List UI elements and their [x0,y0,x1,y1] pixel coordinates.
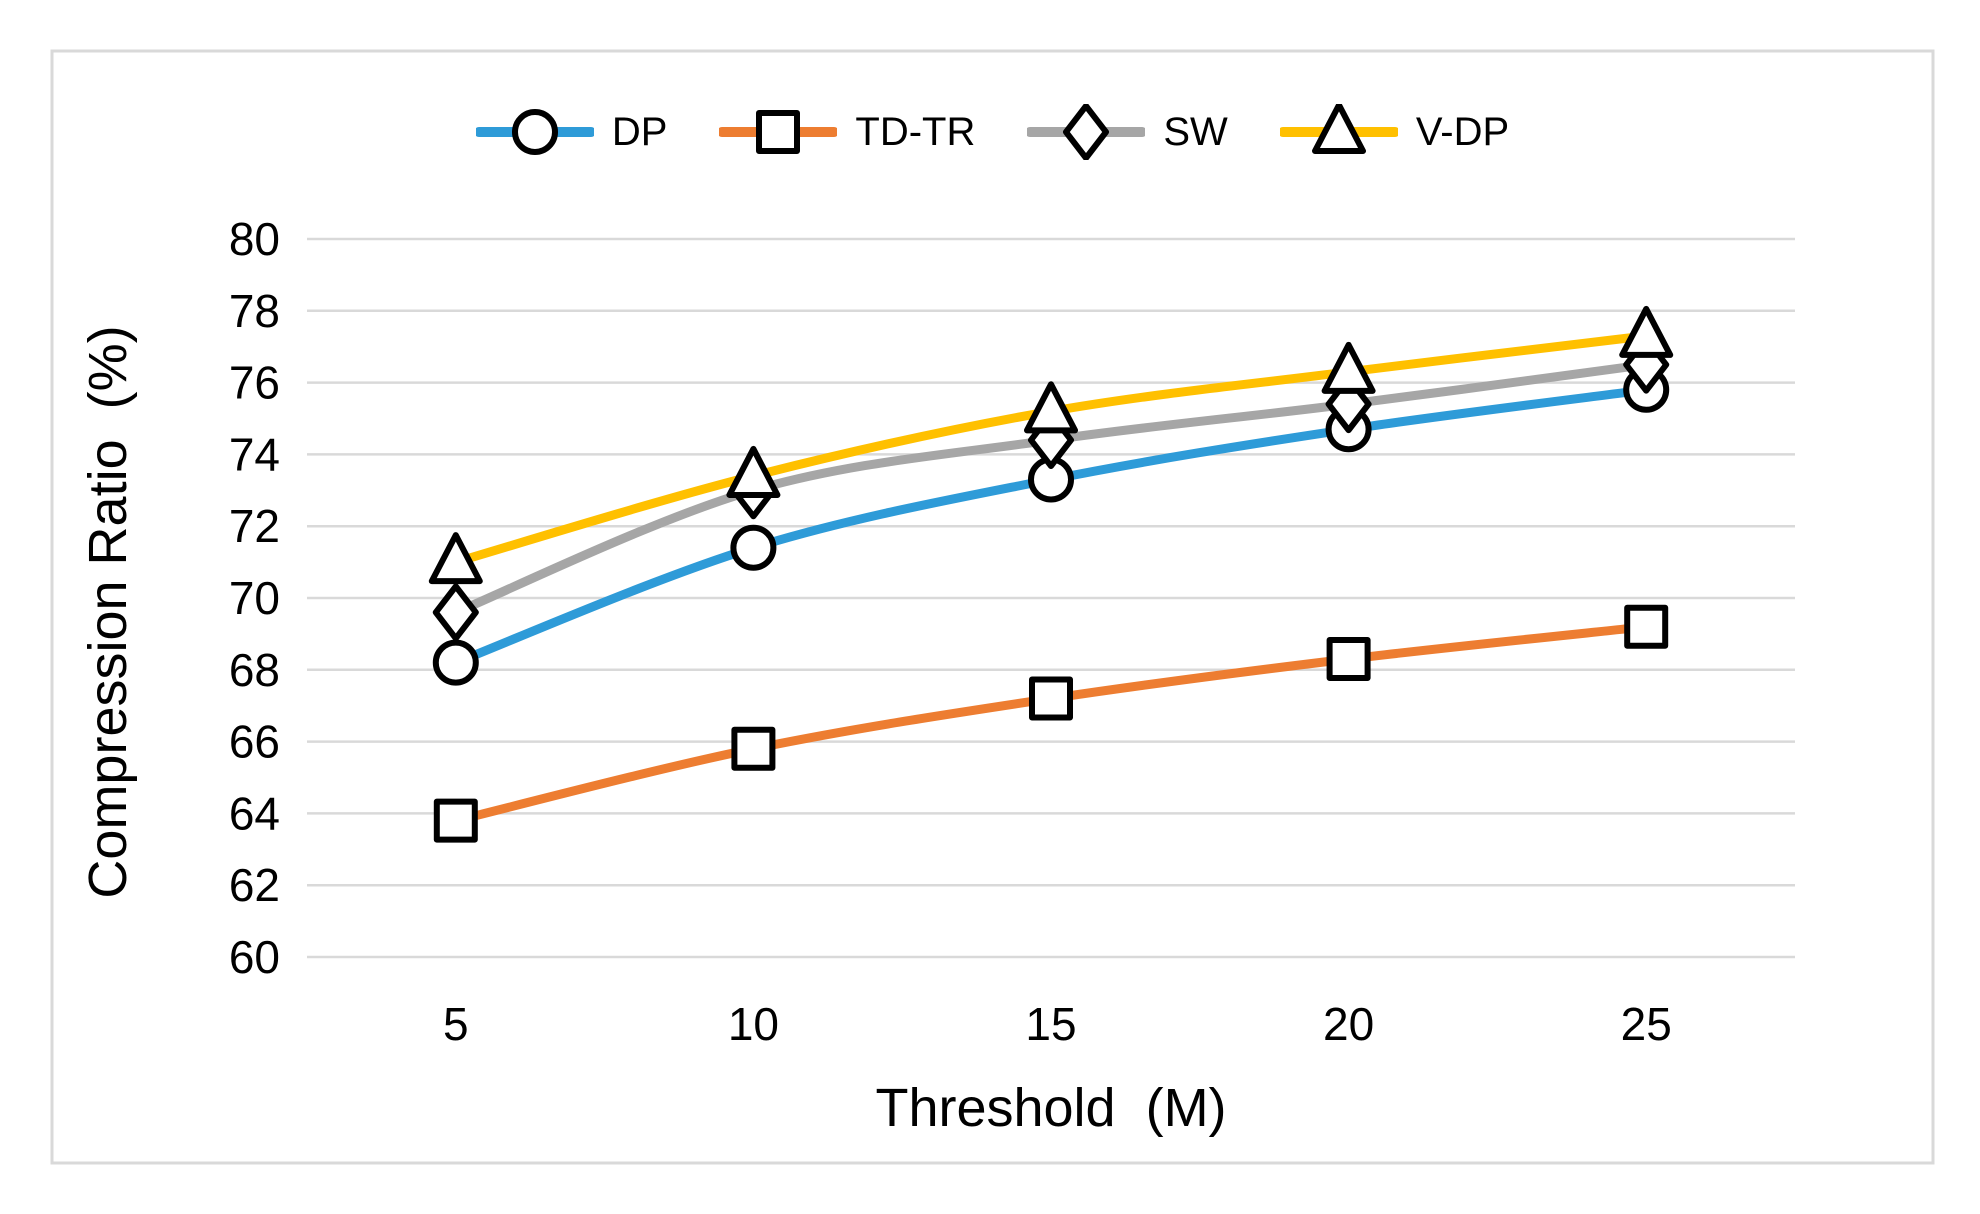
legend-label-V-DP: V-DP [1415,110,1510,154]
x-axis-tick-labels: 5 10 15 20 25 [443,998,1672,1050]
y-tick-label-80: 80 [229,213,280,265]
y-tick-label-72: 72 [229,500,280,552]
marker-TD-TR-x10 [731,726,776,771]
marker-V-DP-x10 [726,445,781,498]
legend-label-TD-TR: TD-TR [855,110,976,154]
legend-marker-DP [511,109,558,155]
legend-item-TD-TR: TD-TR [719,104,975,160]
chart-legend: DP TD-TR SW V-DP [52,100,1933,164]
legend-swatch-SW [1027,104,1146,160]
legend-item-V-DP: V-DP [1279,104,1510,160]
legend-swatch-V-DP [1279,104,1398,154]
x-tick-label-15: 15 [1025,998,1076,1050]
y-tick-label-66: 66 [229,716,280,768]
x-tick-label-20: 20 [1323,998,1374,1050]
marker-TD-TR-x25 [1624,604,1669,649]
y-axis-tick-labels: 60 62 64 66 68 70 72 74 76 78 80 [229,213,280,983]
legend-marker-V-DP [1311,104,1366,154]
marker-TD-TR-x20 [1326,637,1371,682]
x-tick-label-25: 25 [1621,998,1672,1050]
y-tick-label-68: 68 [229,644,280,696]
marker-V-DP-x15 [1024,381,1078,434]
x-axis-title: Threshold (M) [875,1078,1226,1138]
y-tick-label-60: 60 [229,931,280,983]
y-tick-label-74: 74 [229,428,280,480]
y-tick-label-62: 62 [229,859,280,911]
legend-swatch-TD-TR [719,110,838,154]
chart-border [50,49,1935,1165]
marker-TD-TR-x15 [1029,676,1073,721]
marker-V-DP-x5 [428,532,483,585]
series-group [428,305,1674,843]
legend-marker-TD-TR [756,110,801,154]
x-tick-label-5: 5 [443,998,469,1050]
marker-V-DP-x20 [1321,341,1376,394]
marker-DP-x5 [432,639,479,686]
y-tick-label-64: 64 [229,787,280,839]
y-tick-label-78: 78 [229,285,280,337]
y-axis-title: Compression Ratio (%) [78,325,138,898]
marker-DP-x10 [730,524,777,571]
y-tick-label-76: 76 [229,357,280,409]
legend-item-SW: SW [1027,104,1228,160]
y-tick-label-70: 70 [229,572,280,624]
legend-label-SW: SW [1163,110,1228,154]
marker-TD-TR-x5 [433,798,478,843]
legend-marker-SW [1063,104,1110,160]
marker-SW-x5 [432,583,479,642]
legend-label-DP: DP [611,110,668,154]
marker-V-DP-x25 [1619,305,1674,358]
x-tick-label-10: 10 [728,998,779,1050]
legend-item-DP: DP [475,104,668,160]
legend-swatch-DP [475,109,594,155]
